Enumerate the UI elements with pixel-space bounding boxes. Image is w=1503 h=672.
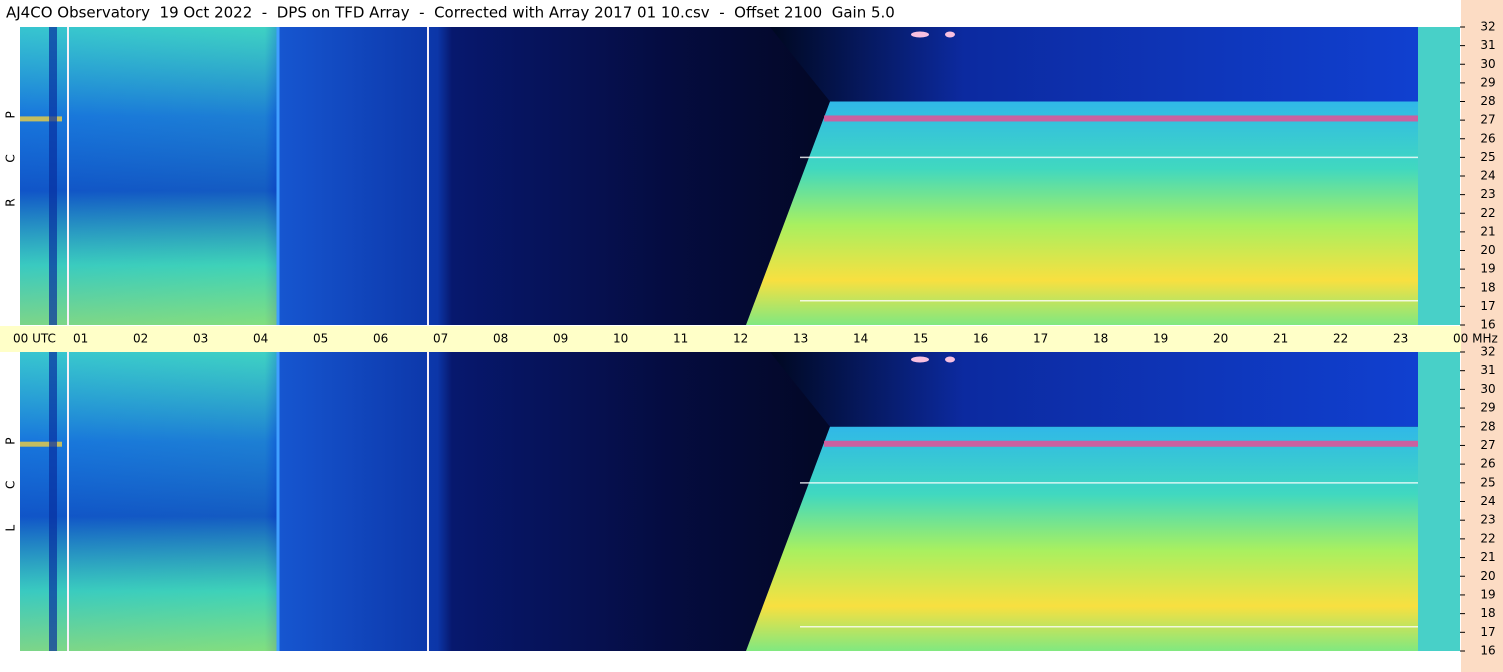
time-label: 16 xyxy=(973,332,988,346)
time-label: 03 xyxy=(193,332,208,346)
time-label: 22 xyxy=(1333,332,1348,346)
panel-label: L C P xyxy=(4,422,18,532)
frequency-label: 25 xyxy=(1480,475,1495,489)
frequency-label: 24 xyxy=(1480,169,1495,183)
frequency-label: 31 xyxy=(1480,38,1495,52)
frequency-label: 16 xyxy=(1480,644,1495,658)
time-label: 00 UTC xyxy=(13,332,56,346)
frequency-label: 27 xyxy=(1480,438,1495,452)
frequency-label: 21 xyxy=(1480,550,1495,564)
spectrum-left xyxy=(20,27,278,325)
frequency-label: 19 xyxy=(1480,262,1495,276)
panel-label: R C P xyxy=(4,95,18,207)
frequency-label: 21 xyxy=(1480,224,1495,238)
spectrum-upper xyxy=(770,27,1418,102)
time-label: 19 xyxy=(1153,332,1168,346)
time-label: 02 xyxy=(133,332,148,346)
frequency-label: 28 xyxy=(1480,94,1495,108)
burst xyxy=(911,356,929,363)
frequency-label: 29 xyxy=(1480,75,1495,89)
spectrum-upper xyxy=(770,352,1418,427)
frequency-label: 17 xyxy=(1480,625,1495,639)
frequency-label: 17 xyxy=(1480,299,1495,313)
time-label: 23 xyxy=(1393,332,1408,346)
spectrum-right xyxy=(746,426,1418,651)
spectrum-right xyxy=(746,101,1418,325)
time-label: 12 xyxy=(733,332,748,346)
burst xyxy=(945,356,955,363)
time-strip xyxy=(0,326,1461,352)
time-label: 05 xyxy=(313,332,328,346)
time-label: 10 xyxy=(613,332,628,346)
frequency-label: 22 xyxy=(1480,531,1495,545)
frequency-label: 30 xyxy=(1480,382,1495,396)
burst xyxy=(945,31,955,38)
time-label: 04 xyxy=(253,332,268,346)
time-label: 14 xyxy=(853,332,868,346)
frequency-label: 25 xyxy=(1480,150,1495,164)
time-label: 06 xyxy=(373,332,388,346)
time-label: 21 xyxy=(1273,332,1288,346)
frequency-label: 32 xyxy=(1480,345,1495,359)
frequency-label: 24 xyxy=(1480,494,1495,508)
frequency-label: 18 xyxy=(1480,606,1495,620)
frequency-label: 16 xyxy=(1480,318,1495,332)
time-label: 17 xyxy=(1033,332,1048,346)
time-label: 20 xyxy=(1213,332,1228,346)
frequency-label: 27 xyxy=(1480,113,1495,127)
time-label: 18 xyxy=(1093,332,1108,346)
time-label: 11 xyxy=(673,332,688,346)
title: AJ4CO Observatory 19 Oct 2022 - DPS on T… xyxy=(6,4,895,22)
frequency-label: 20 xyxy=(1480,243,1495,257)
frequency-strip xyxy=(1461,0,1503,672)
frequency-label: 26 xyxy=(1480,457,1495,471)
time-label: 00 MHz xyxy=(1453,332,1498,346)
frequency-label: 31 xyxy=(1480,363,1495,377)
frequency-label: 19 xyxy=(1480,587,1495,601)
band-27-left xyxy=(20,441,62,447)
time-label: 15 xyxy=(913,332,928,346)
frequency-label: 18 xyxy=(1480,280,1495,294)
burst xyxy=(911,31,929,38)
time-label: 01 xyxy=(73,332,88,346)
band-27 xyxy=(824,440,1418,447)
frequency-label: 22 xyxy=(1480,206,1495,220)
time-label: 08 xyxy=(493,332,508,346)
frequency-label: 23 xyxy=(1480,187,1495,201)
frequency-label: 23 xyxy=(1480,513,1495,527)
time-label: 07 xyxy=(433,332,448,346)
spectrum-edge xyxy=(1418,352,1460,651)
frequency-label: 29 xyxy=(1480,401,1495,415)
time-label: 13 xyxy=(793,332,808,346)
frequency-label: 26 xyxy=(1480,131,1495,145)
band-27 xyxy=(824,115,1418,122)
frequency-label: 32 xyxy=(1480,20,1495,34)
band-27-left xyxy=(20,116,62,122)
spectrum-left xyxy=(20,352,278,651)
spectrum-edge xyxy=(1418,27,1460,325)
time-label: 09 xyxy=(553,332,568,346)
frequency-label: 30 xyxy=(1480,57,1495,71)
frequency-label: 28 xyxy=(1480,419,1495,433)
frequency-label: 20 xyxy=(1480,569,1495,583)
